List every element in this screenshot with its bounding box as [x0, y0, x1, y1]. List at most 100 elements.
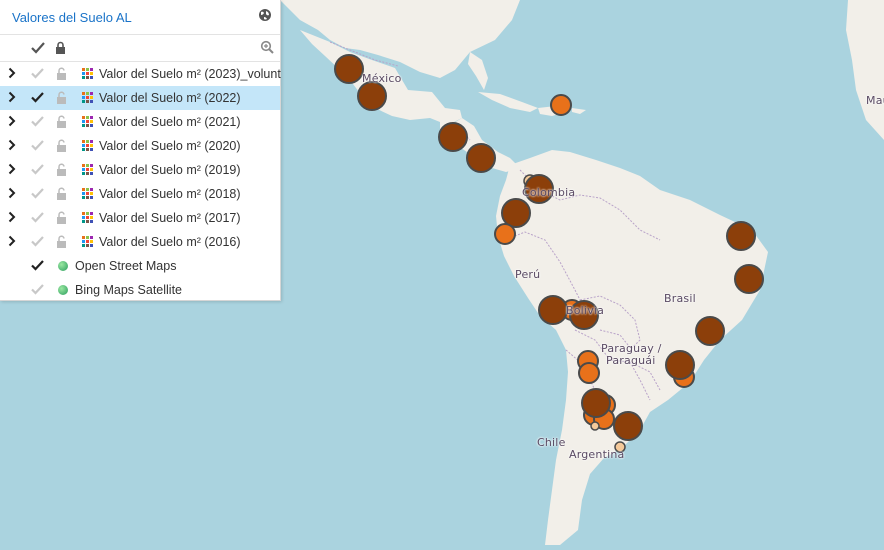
visibility-check-icon[interactable] — [31, 260, 44, 274]
marker-ecuador-2 — [494, 223, 516, 245]
unlock-icon[interactable] — [56, 139, 67, 155]
base-layer-row[interactable]: Bing Maps Satellite — [0, 278, 280, 302]
marker-bolivia — [569, 300, 599, 330]
visibility-check-icon[interactable] — [31, 116, 44, 130]
expand-arrow-icon[interactable] — [8, 163, 16, 178]
raster-grid-icon — [82, 68, 94, 80]
expand-arrow-icon[interactable] — [8, 139, 16, 154]
layer-label[interactable]: Valor del Suelo m² (2020) — [99, 139, 241, 153]
map-label-chile: Chile — [537, 436, 566, 449]
marker-mexico-1 — [334, 54, 364, 84]
layer-label[interactable]: Valor del Suelo m² (2017) — [99, 211, 241, 225]
layer-list: Valor del Suelo m² (2023)_volunt Valor de… — [0, 62, 281, 302]
land-mexico — [300, 30, 462, 126]
raster-grid-icon — [82, 116, 94, 128]
marker-argentina-c — [581, 388, 611, 418]
visibility-check-icon[interactable] — [31, 188, 44, 202]
base-layer-dot-icon — [58, 261, 68, 271]
map-label-mauritania: Mau — [866, 94, 884, 107]
base-layer-label[interactable]: Open Street Maps — [75, 259, 177, 273]
land-puerto-rico — [572, 108, 586, 114]
unlock-icon[interactable] — [56, 91, 67, 107]
marker-brasil-se — [695, 316, 725, 346]
base-layer-row[interactable]: Open Street Maps — [0, 254, 280, 278]
land-florida — [468, 52, 488, 90]
marker-brasil-ne-1 — [726, 221, 756, 251]
map-label-mexico: México — [362, 72, 402, 85]
layer-row[interactable]: Valor del Suelo m² (2020) — [0, 134, 280, 158]
visibility-check-icon[interactable] — [31, 212, 44, 226]
base-layer-label[interactable]: Bing Maps Satellite — [75, 283, 183, 297]
expand-arrow-icon[interactable] — [8, 187, 16, 202]
marker-argentina-n-2 — [578, 362, 600, 384]
unlock-icon[interactable] — [56, 115, 67, 131]
layer-label[interactable]: Valor del Suelo m² (2023)_volunt — [99, 67, 281, 81]
visibility-check-icon[interactable] — [31, 284, 44, 298]
marker-argentina-s-small — [614, 441, 626, 453]
layer-label[interactable]: Valor del Suelo m² (2019) — [99, 163, 241, 177]
marker-peru — [538, 295, 568, 325]
zoom-icon[interactable] — [260, 40, 274, 59]
layer-row[interactable]: Valor del Suelo m² (2016) — [0, 230, 280, 254]
raster-grid-icon — [82, 92, 94, 104]
map-label-peru: Perú — [515, 268, 541, 281]
visibility-check-icon[interactable] — [31, 68, 44, 82]
raster-grid-icon — [82, 140, 94, 152]
marker-mexico-2 — [357, 81, 387, 111]
unlock-icon[interactable] — [56, 163, 67, 179]
layer-row[interactable]: Valor del Suelo m² (2019) — [0, 158, 280, 182]
land-cuba — [478, 92, 538, 112]
raster-grid-icon — [82, 236, 94, 248]
land-north-america — [280, 0, 520, 78]
marker-buenos-aires — [613, 411, 643, 441]
marker-guatemala — [438, 122, 468, 152]
expand-arrow-icon[interactable] — [8, 115, 16, 130]
expand-arrow-icon[interactable] — [8, 211, 16, 226]
unlock-icon[interactable] — [56, 187, 67, 203]
layer-row[interactable]: Valor del Suelo m² (2023)_volunt — [0, 62, 281, 86]
layer-label[interactable]: Valor del Suelo m² (2021) — [99, 115, 241, 129]
layer-label[interactable]: Valor del Suelo m² (2016) — [99, 235, 241, 249]
map-label-brasil: Brasil — [664, 292, 696, 305]
expand-arrow-icon[interactable] — [8, 235, 16, 250]
lock-icon[interactable] — [55, 41, 66, 59]
layer-label[interactable]: Valor del Suelo m² (2018) — [99, 187, 241, 201]
visibility-check-icon[interactable] — [31, 140, 44, 154]
map-label-colombia: Colombia — [522, 186, 576, 199]
marker-colombia — [524, 174, 554, 204]
layer-row[interactable]: Valor del Suelo m² (2022) — [0, 86, 280, 110]
raster-grid-icon — [82, 188, 94, 200]
raster-grid-icon — [82, 164, 94, 176]
map-label-argentina: Argentina — [569, 448, 625, 461]
layer-label[interactable]: Valor del Suelo m² (2022) — [99, 91, 241, 105]
marker-brasil-s — [665, 350, 695, 380]
panel-title[interactable]: Valores del Suelo AL — [12, 9, 132, 25]
raster-grid-icon — [82, 212, 94, 224]
marker-brasil-ne-2 — [734, 264, 764, 294]
marker-costa-rica — [466, 143, 496, 173]
unlock-icon[interactable] — [56, 67, 67, 83]
unlock-icon[interactable] — [56, 235, 67, 251]
land-africa — [846, 0, 884, 140]
expand-arrow-icon[interactable] — [8, 67, 16, 82]
check-all-icon[interactable] — [31, 41, 45, 59]
layer-row[interactable]: Valor del Suelo m² (2021) — [0, 110, 280, 134]
map-label-paraguay-1: Paraguay / — [601, 342, 662, 355]
map-label-bolivia: Bolivia — [566, 304, 605, 317]
map-label-paraguay-2: Paraguái — [606, 354, 656, 367]
visibility-check-icon[interactable] — [31, 92, 44, 106]
globe-icon[interactable] — [258, 8, 272, 27]
layer-panel: Valores del Suelo AL Valor del Suelo m² … — [0, 0, 281, 301]
unlock-icon[interactable] — [56, 211, 67, 227]
visibility-check-icon[interactable] — [31, 236, 44, 250]
visibility-check-icon[interactable] — [31, 164, 44, 178]
expand-arrow-icon[interactable] — [8, 91, 16, 106]
layer-row[interactable]: Valor del Suelo m² (2018) — [0, 182, 280, 206]
panel-toolbar — [0, 35, 280, 62]
base-layer-dot-icon — [58, 285, 68, 295]
marker-puerto-rico — [550, 94, 572, 116]
marker-ecuador-1 — [501, 198, 531, 228]
layer-row[interactable]: Valor del Suelo m² (2017) — [0, 206, 280, 230]
